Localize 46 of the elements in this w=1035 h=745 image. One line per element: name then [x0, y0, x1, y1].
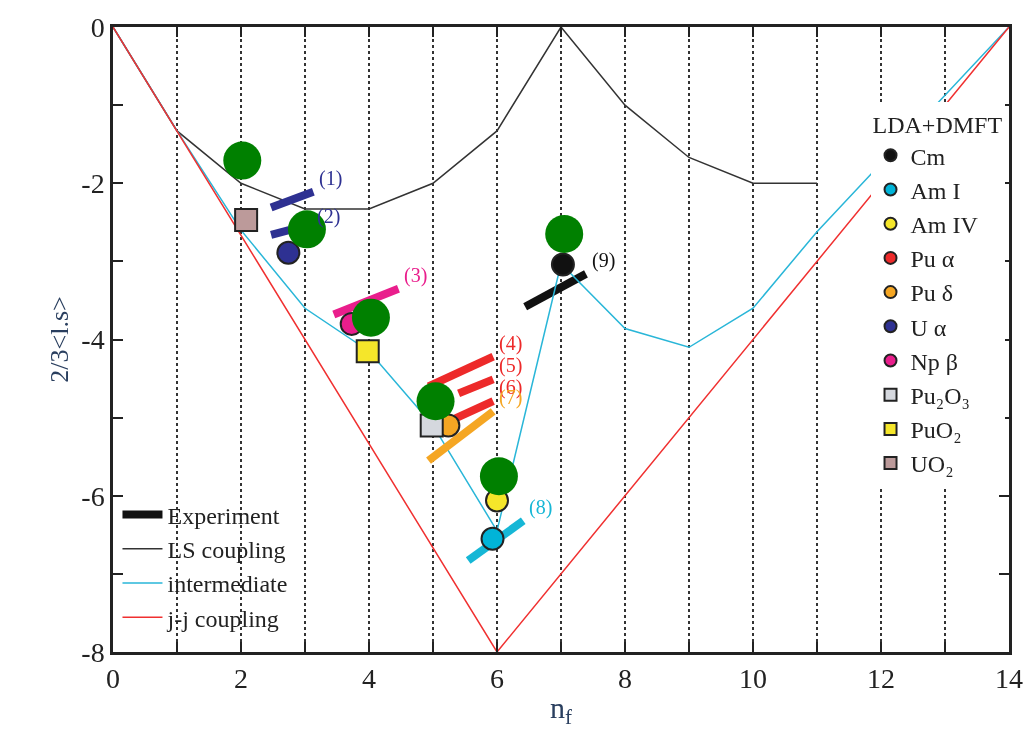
- y-tick-label: -4: [81, 324, 105, 356]
- legend-label: U α: [910, 314, 947, 341]
- legend-label: Pu₂O₃: [910, 383, 970, 410]
- point: [351, 298, 390, 337]
- annotation: (1): [319, 167, 343, 190]
- annotation: (9): [592, 249, 616, 272]
- legend-label: Pu δ: [910, 280, 954, 307]
- point: [550, 252, 575, 277]
- y-axis-title: 2/3<l.s>: [44, 296, 74, 383]
- legend-label: intermediate: [167, 571, 288, 598]
- legend-label: Am IV: [910, 212, 979, 239]
- point: [545, 215, 584, 254]
- point: [479, 457, 518, 496]
- y-tick-label: -6: [81, 480, 105, 512]
- legend-title: LDA+DMFT: [872, 112, 1003, 139]
- x-axis-title: n$_{f}$: [550, 690, 572, 730]
- annotation: (4): [499, 332, 523, 355]
- y-tick-label: 0: [90, 11, 105, 43]
- legend-label: Np β: [910, 348, 959, 375]
- legend-label: Experiment: [167, 502, 280, 529]
- x-tick-label: 8: [618, 663, 632, 695]
- y-tick-label: -2: [81, 168, 105, 200]
- legend-label: PuO₂: [910, 417, 962, 444]
- annotation: (5): [499, 354, 523, 377]
- y-tick-label: -8: [81, 636, 105, 668]
- x-tick-label: 10: [739, 663, 767, 695]
- x-tick-label: 4: [362, 663, 376, 695]
- annotation: (2): [317, 205, 341, 228]
- point: [276, 240, 301, 265]
- annotation: (8): [529, 496, 553, 519]
- point: [480, 526, 505, 551]
- x-tick-label: 6: [490, 663, 504, 695]
- point: [234, 207, 259, 232]
- legend-label: Cm: [910, 143, 946, 170]
- legend-label: Pu α: [910, 246, 955, 273]
- point: [355, 339, 380, 364]
- point: [416, 382, 455, 421]
- x-tick-label: 2: [234, 663, 248, 695]
- legend-label: Am I: [910, 177, 961, 204]
- legend-label: j-j coupling: [166, 605, 279, 632]
- x-tick-label: 12: [867, 663, 895, 695]
- point: [223, 141, 262, 180]
- legend-label: UO₂: [910, 451, 954, 478]
- legend-label: LS coupling: [167, 537, 286, 564]
- x-tick-label: 14: [995, 663, 1023, 695]
- annotation: (3): [404, 264, 428, 287]
